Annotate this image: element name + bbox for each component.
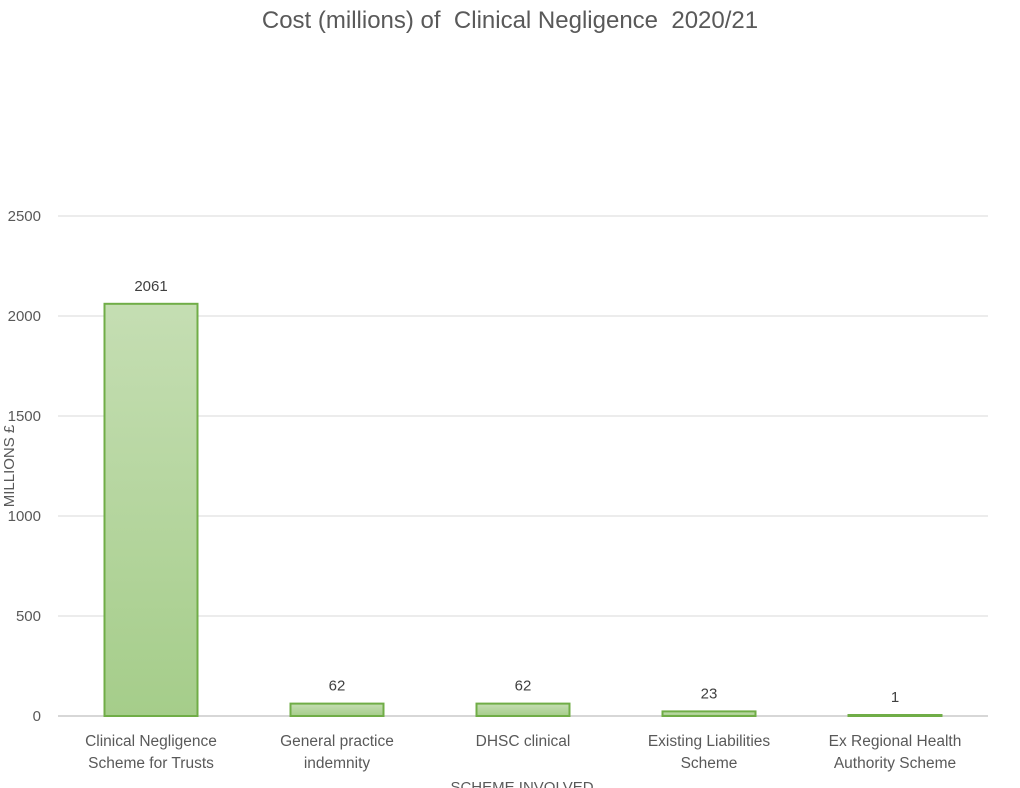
data-label: 23 — [701, 685, 718, 702]
y-tick-label: 1500 — [8, 408, 41, 425]
data-label: 2061 — [134, 278, 167, 295]
y-tick-label: 0 — [33, 708, 41, 725]
chart-title: Cost (millions) of Clinical Negligence 2… — [262, 7, 758, 34]
bar — [289, 702, 385, 717]
bar — [475, 702, 571, 717]
y-axis-title: MILLIONS £ — [1, 424, 18, 507]
bar — [103, 302, 199, 717]
x-axis-categories: Clinical Negligence Scheme for Trusts Gene… — [85, 733, 961, 772]
bar — [847, 714, 943, 717]
y-tick-label: 500 — [16, 608, 41, 625]
data-labels: 2061 62 62 23 1 — [134, 278, 899, 706]
y-tick-label: 2500 — [8, 208, 41, 225]
bar — [661, 710, 757, 718]
x-category-label: Existing Liabilities Scheme — [648, 733, 771, 772]
data-label: 1 — [891, 689, 899, 706]
x-category-label: Clinical Negligence Scheme for Trusts — [85, 733, 217, 772]
x-category-label: DHSC clinical — [476, 733, 571, 750]
y-tick-label: 2000 — [8, 308, 41, 325]
y-tick-label: 1000 — [8, 508, 41, 525]
bars — [103, 302, 943, 718]
x-category-label: Ex Regional Health Authority Scheme — [829, 733, 962, 772]
gridlines — [58, 215, 988, 717]
y-axis-ticks: 0 500 1000 1500 2000 2500 — [8, 208, 41, 725]
x-category-label: General practice indemnity — [280, 733, 394, 772]
data-label: 62 — [329, 678, 346, 695]
data-label: 62 — [515, 678, 532, 695]
x-axis-title: SCHEME INVOLVED — [450, 779, 593, 788]
